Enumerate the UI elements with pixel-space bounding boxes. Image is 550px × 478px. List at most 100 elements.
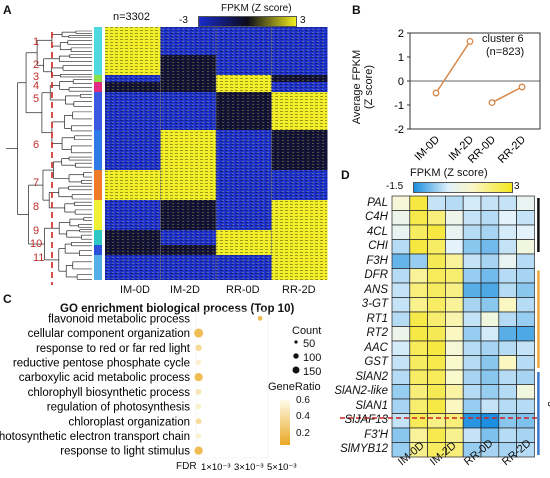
heatmap-d-cell	[427, 239, 446, 255]
heatmap-d-cell	[391, 384, 411, 400]
go-bubble	[195, 359, 202, 366]
count-legend-dot	[292, 366, 300, 374]
heatmap-d-color-scale	[413, 182, 513, 193]
data-point	[488, 99, 496, 107]
heatmap-d-cell	[427, 384, 446, 400]
go-bubble	[196, 433, 202, 439]
cluster-color-block	[94, 55, 102, 75]
go-x-tick-label: 3×10⁻³	[234, 462, 264, 473]
go-term-label: regulation of photosynthesis	[47, 402, 190, 414]
heatmap-d-cell	[409, 195, 428, 211]
heatmap-d-cell	[516, 384, 535, 400]
go-bubble	[194, 328, 204, 338]
heatmap-d-cell	[445, 413, 464, 429]
heatmap-d-cell	[462, 282, 482, 298]
heatmap-d-cell	[391, 398, 411, 414]
heatmap-d-cell	[409, 253, 428, 269]
heatmap-d-cell	[409, 340, 428, 356]
heatmap-d-legend-min: -1.5	[386, 181, 404, 192]
heatmap-d-cell	[462, 239, 482, 255]
go-x-tick-label: 1×10⁻³	[201, 462, 231, 473]
heatmap-a-legend-min: -3	[179, 15, 188, 26]
heatmap-d-cell	[445, 311, 464, 327]
cluster-color-block	[94, 75, 102, 82]
heatmap-d-cell	[498, 282, 517, 298]
go-term-label: reductive pentose phosphate cycle	[13, 357, 190, 369]
heatmap-d-cell	[445, 210, 464, 226]
ratio-tick-06: 0.6	[296, 395, 310, 406]
heatmap-d-cell	[480, 210, 500, 226]
heatmap-d-cell	[462, 311, 482, 327]
heatmap-d-cell	[445, 195, 464, 211]
heatmap-d-cell	[409, 210, 428, 226]
heatmap-d-cell	[516, 340, 535, 356]
data-point	[432, 89, 440, 97]
heatmap-d-cell	[498, 384, 517, 400]
heatmap-d-cell	[391, 311, 411, 327]
heatmap-d-cell	[391, 340, 411, 356]
y-tick-label: 2	[398, 28, 404, 40]
heatmap-d-cell	[462, 268, 482, 284]
heatmap-d-cell	[516, 369, 535, 385]
y-tick-label: -2	[394, 124, 404, 136]
gene-label: PAL	[367, 196, 388, 209]
heatmap-d-cell	[391, 224, 411, 240]
heatmap-d-cell	[498, 311, 517, 327]
heatmap-d-cell	[445, 340, 464, 356]
heatmap-d-cell	[409, 239, 428, 255]
heatmap-d-grid	[391, 195, 535, 458]
heatmap-d-cell	[462, 340, 482, 356]
heatmap-d-cell	[498, 340, 517, 356]
heatmap-d-cell	[498, 253, 517, 269]
heatmap-d-cell	[498, 413, 517, 429]
cluster-note-2: (n=823)	[486, 46, 525, 58]
y-tick-label: 1	[398, 52, 404, 64]
y-tick-label: -1	[394, 100, 404, 112]
heatmap-d-cell	[462, 369, 482, 385]
cluster-label: 6	[33, 139, 39, 151]
cluster-color-block	[94, 92, 102, 130]
heatmap-d-cell	[516, 297, 535, 313]
heatmap-d-cell	[391, 369, 411, 385]
heatmap-d-cell	[480, 253, 500, 269]
cluster-color-block	[94, 245, 102, 255]
gene-label: RT2	[366, 327, 388, 339]
heatmap-d-cell	[480, 340, 500, 356]
cluster-note-1: cluster 6	[482, 33, 524, 45]
go-bubble	[257, 315, 263, 321]
heatmap-d-cell	[427, 413, 446, 429]
heatmap-d-cell	[498, 369, 517, 385]
heatmap-d-cell	[516, 326, 535, 342]
heatmap-d-cell	[462, 384, 482, 400]
heatmap-d-cell	[480, 384, 500, 400]
heatmap-d-cell	[409, 355, 428, 371]
go-plot: flavonoid metabolic process cellular comp…	[0, 310, 300, 473]
heatmap-d-cell	[516, 311, 535, 327]
heatmap-d-cell	[480, 239, 500, 255]
heatmap-d-cell	[391, 326, 411, 342]
heatmap-d-cell	[391, 297, 411, 313]
go-term-label: response to light stimulus	[60, 446, 190, 458]
cluster-label: 4	[33, 80, 39, 92]
heatmap-d-cell	[516, 413, 535, 429]
heatmap-d-cell	[391, 253, 411, 269]
heatmap-d-cell	[445, 427, 464, 443]
heatmap-d-cell	[462, 297, 482, 313]
gene-label: 3-GT	[361, 298, 388, 310]
panel-c-letter: C	[3, 292, 12, 306]
heatmap-d-legend-title: FPKM (Z score)	[410, 167, 488, 179]
heatmap-d-cell	[480, 413, 500, 429]
heatmap-a-color-scale	[198, 16, 297, 27]
heatmap-d-cell	[445, 224, 464, 240]
heatmap-d-cell	[498, 195, 517, 211]
heatmap-d-cell	[391, 210, 411, 226]
heatmap-d-cell	[462, 224, 482, 240]
gene-label: 4CL	[366, 225, 388, 238]
heatmap-d-cell	[480, 224, 500, 240]
go-bubble	[194, 446, 203, 455]
heatmap-d-cell	[516, 210, 535, 226]
count-legend-150: 150	[303, 366, 322, 378]
go-title: GO enrichment biological process (Top 10…	[60, 303, 295, 315]
